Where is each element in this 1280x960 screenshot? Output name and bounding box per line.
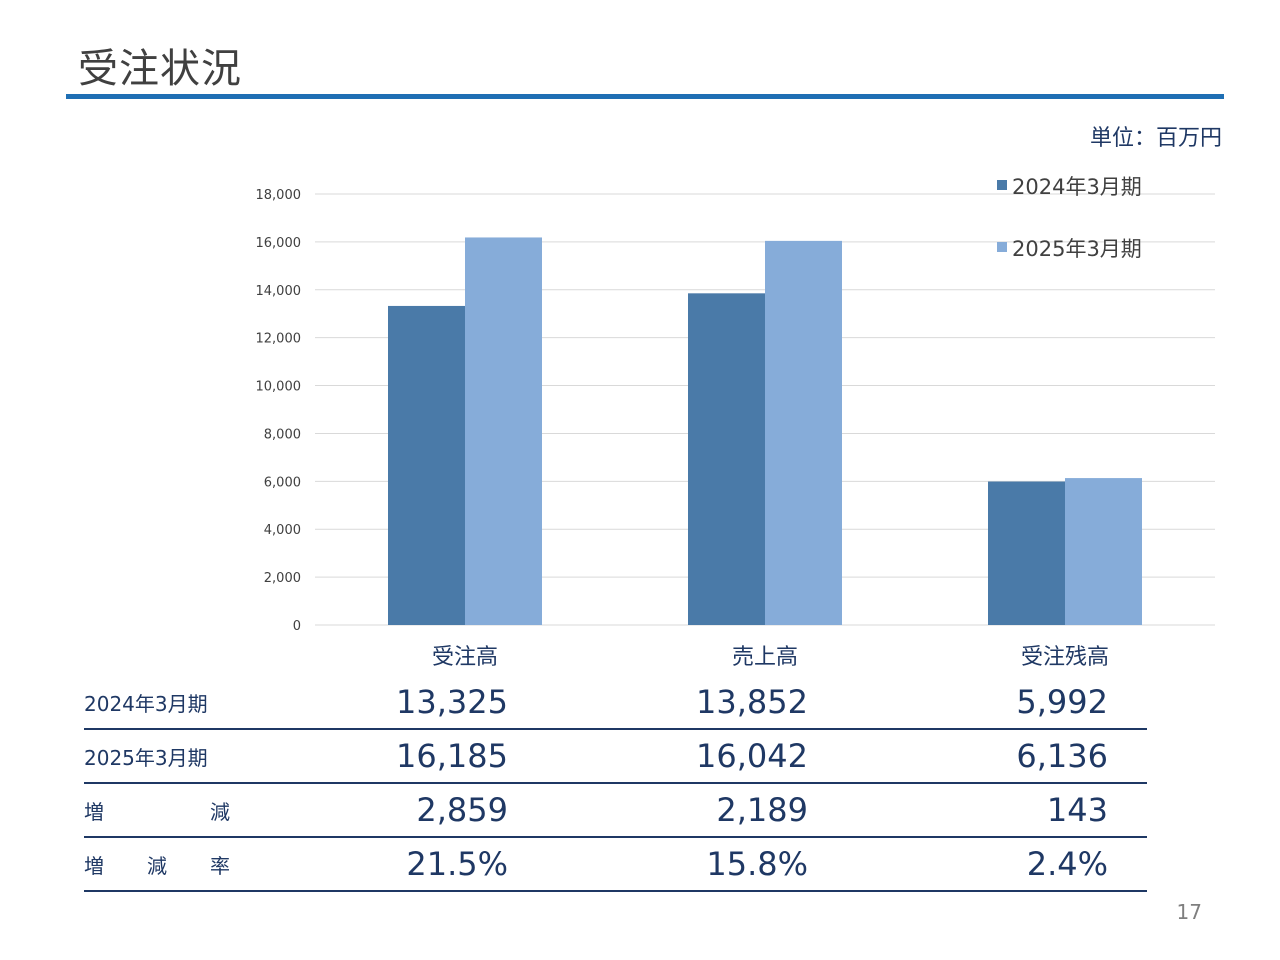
row-label: 2025年3月期: [84, 729, 314, 784]
bar-chart: 0 2,000 4,000 6,000 8,000 10,000 12,000 14,000 1…: [256, 175, 1215, 670]
table-cell: 16,042: [508, 729, 808, 784]
table-row: 増 減 率 21.5% 15.8% 2.4%: [84, 837, 1147, 892]
row-label: 増減率: [84, 837, 314, 892]
table-cell: 5,992: [808, 676, 1108, 730]
table-cell: 13,852: [508, 676, 808, 730]
page-title: 受注状況: [78, 46, 242, 92]
y-tick-label: 16,000: [256, 236, 302, 251]
page-number: 17: [1176, 900, 1202, 924]
y-tick-label: 8,000: [264, 427, 301, 442]
legend-label: 2024年3月期: [1012, 175, 1142, 199]
bar: [765, 240, 842, 625]
row-label: 増減: [84, 783, 314, 838]
y-tick-label: 14,000: [256, 284, 302, 299]
bar: [465, 237, 542, 625]
row-label-char: 減: [210, 799, 230, 824]
y-tick-label: 10,000: [256, 380, 302, 395]
unit-label: 単位：百万円: [1089, 126, 1222, 151]
table-cell: 2.4%: [808, 837, 1108, 892]
y-tick-label: 6,000: [264, 475, 301, 490]
x-category-label: 売上高: [732, 645, 798, 670]
title-rule: [66, 94, 1224, 99]
table-row: 2024年3月期 13,325 13,852 5,992: [84, 676, 1147, 730]
table-row: 2025年3月期 16,185 16,042 6,136: [84, 729, 1147, 784]
bar: [1065, 478, 1142, 625]
table-cell: 143: [808, 783, 1108, 838]
legend-swatch: [997, 242, 1007, 252]
y-tick-label: 18,000: [256, 188, 302, 203]
bar: [688, 293, 765, 625]
y-tick-label: 0: [293, 619, 301, 634]
bar: [388, 305, 465, 625]
chart-bars: [388, 237, 1142, 625]
table-cell: 13,325: [314, 676, 508, 730]
table-cell: 21.5%: [314, 837, 508, 892]
legend-label: 2025年3月期: [1012, 237, 1142, 261]
chart-categories: 受注高 売上高 受注残高: [432, 645, 1109, 670]
row-label-char: 減: [147, 853, 167, 878]
table-cell: 15.8%: [508, 837, 808, 892]
y-tick-label: 2,000: [264, 571, 301, 586]
row-label: 2024年3月期: [84, 676, 314, 730]
legend-swatch: [997, 180, 1007, 190]
chart-legend: 2024年3月期 2025年3月期: [997, 175, 1142, 261]
bar: [988, 481, 1065, 625]
table-cell: 2,859: [314, 783, 508, 838]
row-label-char: 増: [84, 853, 104, 878]
y-tick-label: 12,000: [256, 332, 302, 347]
table-cell: 2,189: [508, 783, 808, 838]
x-category-label: 受注残高: [1021, 645, 1109, 670]
y-tick-label: 4,000: [264, 523, 301, 538]
row-label-char: 率: [210, 853, 230, 878]
x-category-label: 受注高: [432, 645, 498, 670]
data-table: 2024年3月期 13,325 13,852 5,992 2025年3月期 16…: [84, 676, 1147, 892]
table-row: 増減 2,859 2,189 143: [84, 783, 1147, 838]
chart-y-ticks: 0 2,000 4,000 6,000 8,000 10,000 12,000 14,000 1…: [256, 188, 302, 634]
row-label-char: 増: [84, 799, 104, 824]
table-cell: 16,185: [314, 729, 508, 784]
table-cell: 6,136: [808, 729, 1108, 784]
